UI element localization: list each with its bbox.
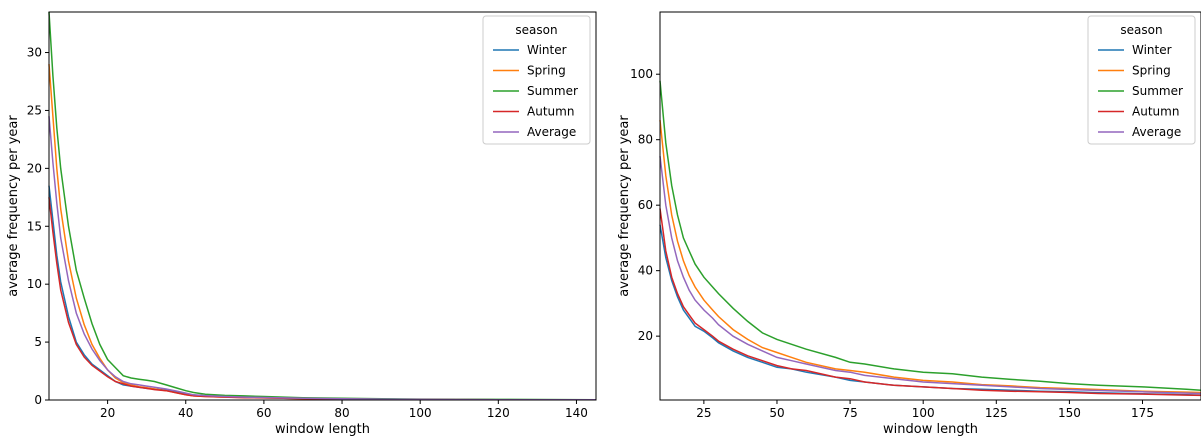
right-chart-legend-label-winter: Winter <box>1132 43 1172 57</box>
left-chart-x-tick-label: 100 <box>409 406 432 420</box>
right-chart-x-tick-label: 150 <box>1058 406 1081 420</box>
left-chart-legend: season Winter Spring Summer Autumn Average <box>482 15 591 145</box>
right-chart-series-line-autumn <box>659 208 1201 397</box>
right-chart-series-line-winter <box>659 224 1201 396</box>
left-chart-legend-label-average: Average <box>527 125 576 139</box>
right-chart-x-tick-label: 75 <box>842 406 857 420</box>
right-chart-y-tick-label: 100 <box>630 67 653 81</box>
left-chart-legend-label-autumn: Autumn <box>527 105 574 119</box>
right-chart-y-tick-label: 80 <box>638 133 653 147</box>
left-chart-series-line-summer <box>48 11 597 401</box>
right-chart-legend-label-average: Average <box>1132 125 1181 139</box>
right-chart-series-line-summer <box>659 80 1201 391</box>
right-chart-y-tick-label: 40 <box>638 264 653 278</box>
left-chart-ylabel: average frequency per year <box>6 115 21 297</box>
left-chart-x-tick-label: 60 <box>256 406 271 420</box>
left-chart-legend-label-winter: Winter <box>527 43 567 57</box>
right-chart-frame <box>659 11 1201 401</box>
left-chart-series-group <box>48 11 597 401</box>
right-chart: window length average frequency per year… <box>617 11 1201 437</box>
right-chart-legend-label-autumn: Autumn <box>1132 105 1179 119</box>
left-chart: window length average frequency per year… <box>6 11 597 437</box>
left-chart-series-line-winter <box>48 185 597 401</box>
right-chart-series-line-spring <box>659 120 1201 394</box>
right-chart-series-line-average <box>659 156 1201 395</box>
right-chart-x-tick-label: 50 <box>769 406 784 420</box>
left-chart-series-line-autumn <box>48 197 597 401</box>
left-chart-y-tick-label: 20 <box>27 161 42 175</box>
right-chart-legend-label-spring: Spring <box>1132 64 1171 78</box>
left-chart-y-tick-label: 5 <box>34 335 42 349</box>
right-chart-legend: season Winter Spring Summer Autumn Average <box>1087 15 1196 145</box>
left-chart-y-tick-label: 30 <box>27 46 42 60</box>
left-chart-y-tick-label: 25 <box>27 103 42 117</box>
left-chart-x-tick-label: 40 <box>178 406 193 420</box>
left-chart-x-tick-label: 120 <box>487 406 510 420</box>
left-chart-legend-title: season <box>515 23 557 37</box>
left-chart-xlabel: window length <box>275 422 370 437</box>
right-chart-y-tick-label: 20 <box>638 329 653 343</box>
right-chart-series-group <box>659 80 1201 397</box>
left-chart-series-line-average <box>48 116 597 401</box>
right-chart-x-tick-label: 125 <box>985 406 1008 420</box>
right-chart-ylabel: average frequency per year <box>617 115 632 297</box>
right-chart-legend-label-summer: Summer <box>1132 84 1183 98</box>
left-chart-legend-label-summer: Summer <box>527 84 578 98</box>
right-chart-legend-title: season <box>1120 23 1162 37</box>
right-chart-xlabel: window length <box>883 422 978 437</box>
left-chart-y-tick-label: 0 <box>34 393 42 407</box>
left-chart-x-tick-label: 140 <box>565 406 588 420</box>
right-chart-x-tick-label: 175 <box>1131 406 1154 420</box>
right-chart-x-tick-label: 100 <box>912 406 935 420</box>
left-chart-x-tick-label: 20 <box>100 406 115 420</box>
right-chart-y-tick-label: 60 <box>638 198 653 212</box>
left-chart-y-tick-label: 15 <box>27 219 42 233</box>
left-chart-legend-label-spring: Spring <box>527 64 566 78</box>
left-chart-x-tick-label: 80 <box>334 406 349 420</box>
left-chart-frame <box>48 11 597 401</box>
right-chart-x-tick-label: 25 <box>696 406 711 420</box>
left-chart-y-tick-label: 10 <box>27 277 42 291</box>
